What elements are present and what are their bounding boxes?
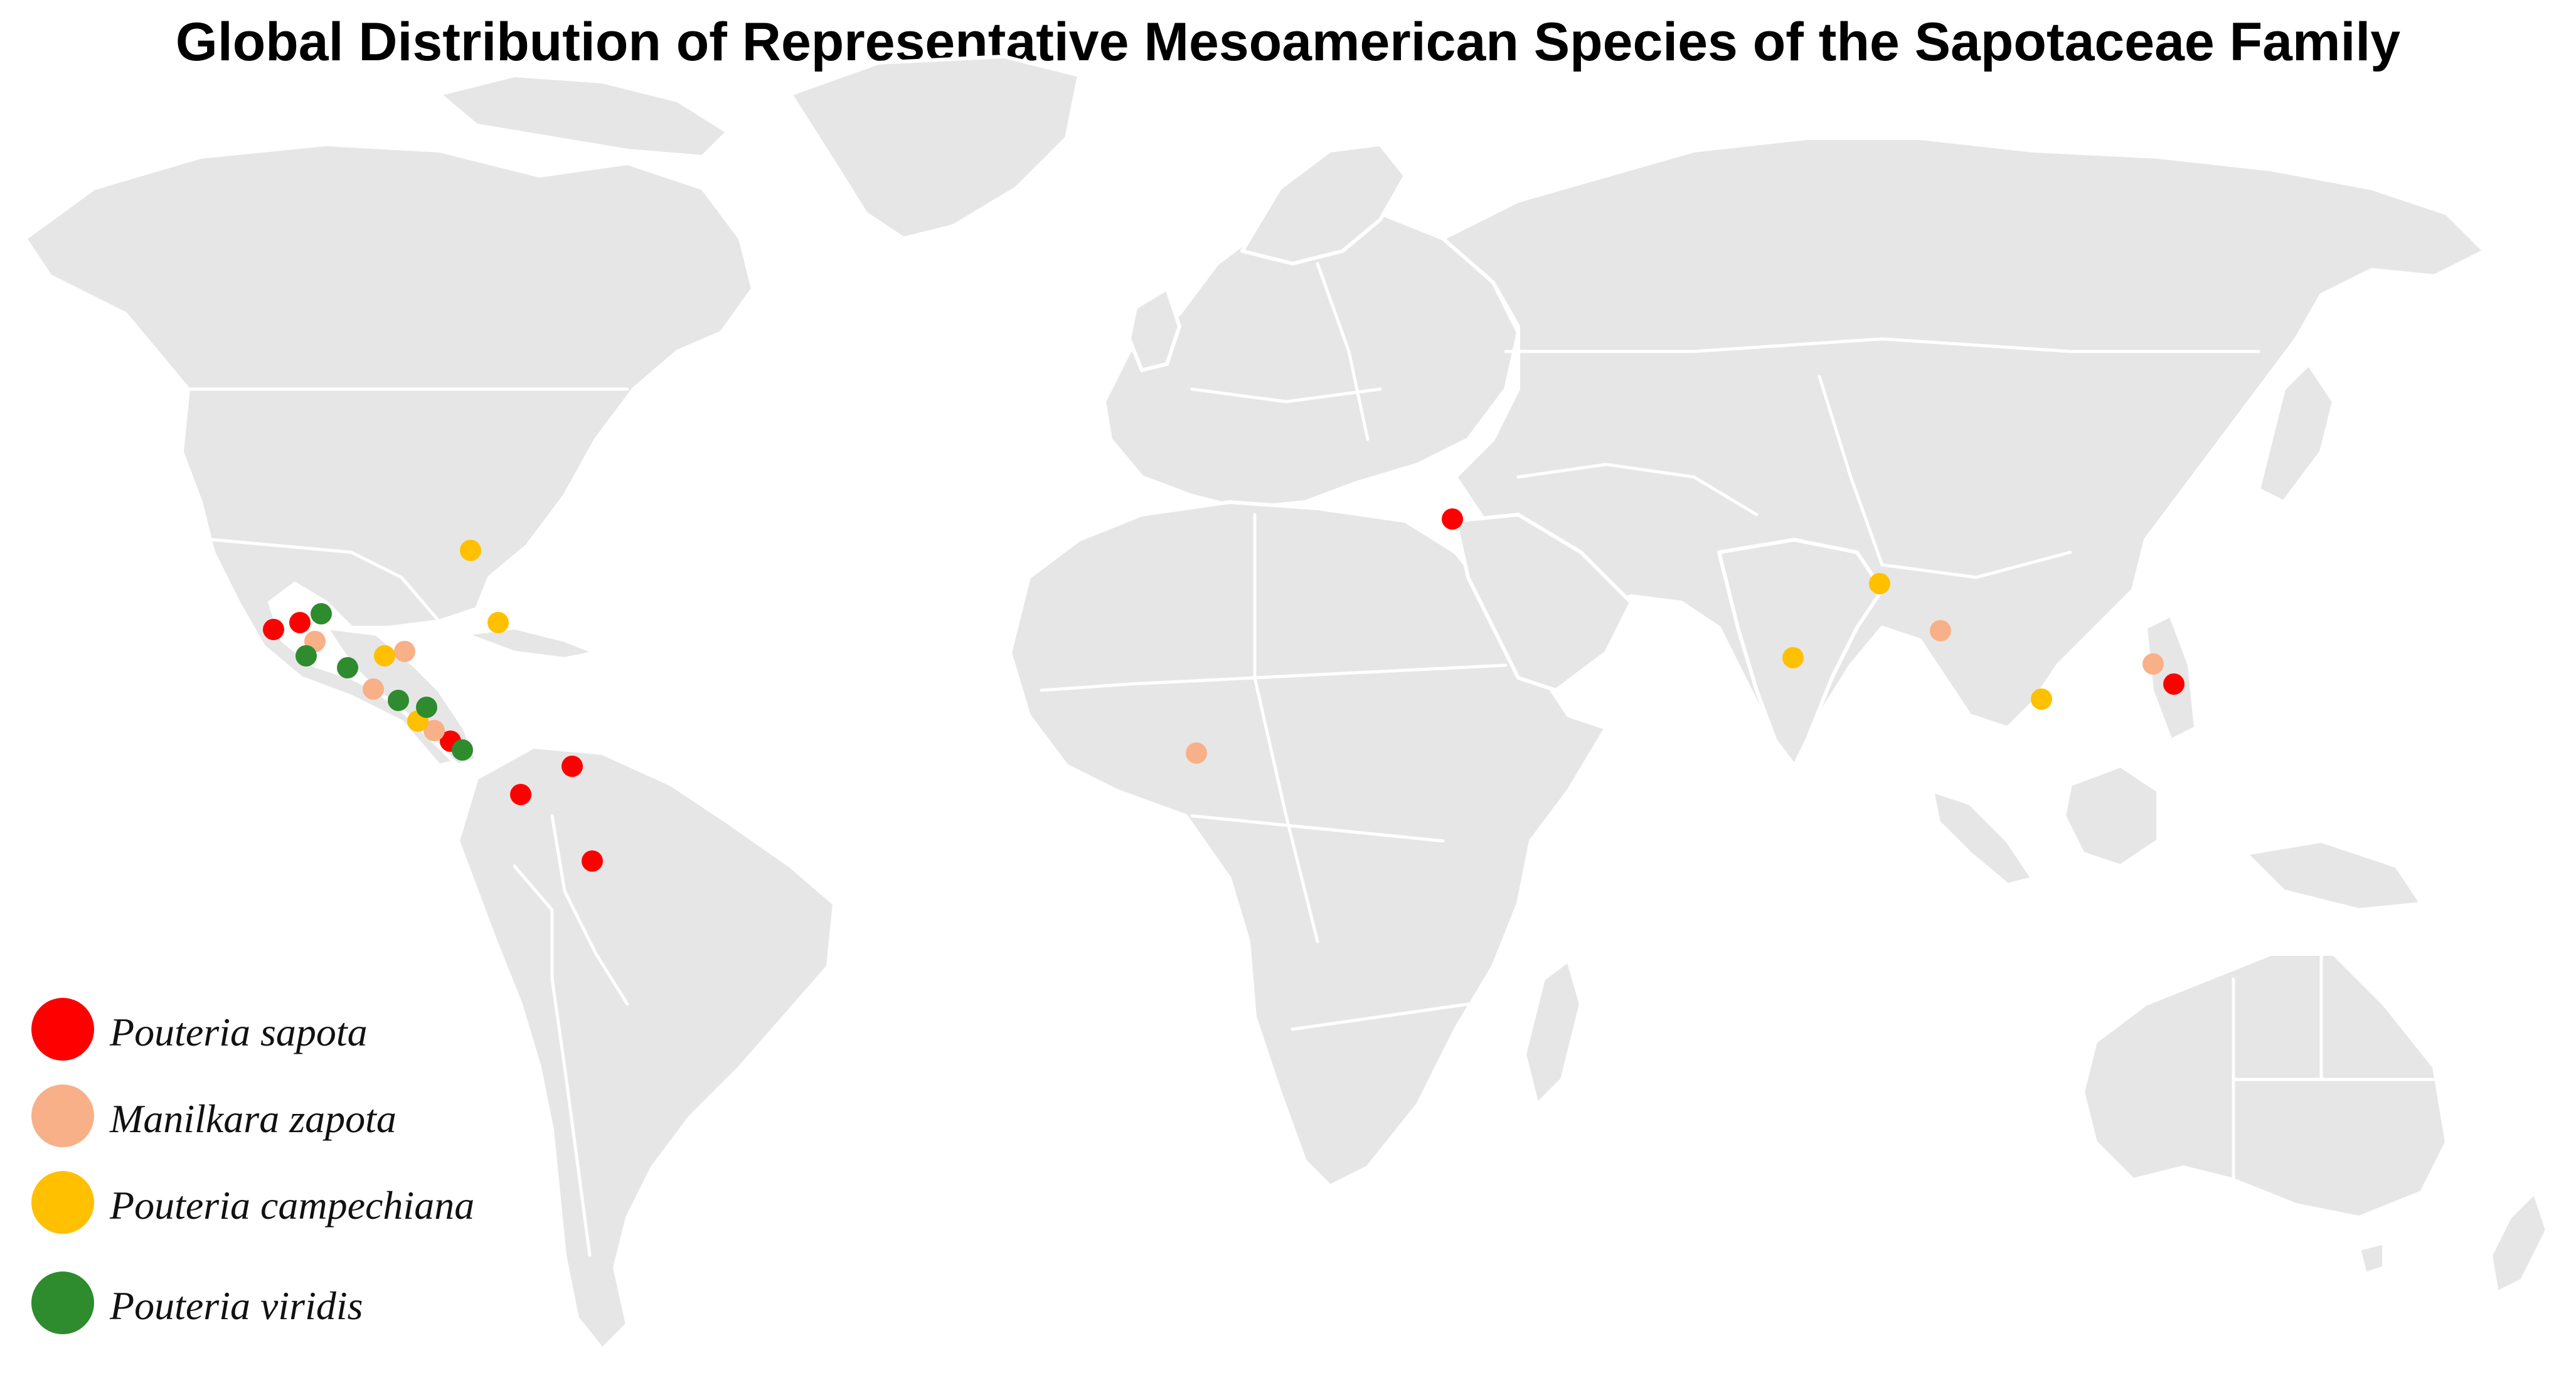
border-russia-south (1504, 337, 2260, 353)
landmasses (23, 55, 2549, 1351)
occurrence-marker-sapota (2163, 673, 2185, 695)
australia (2081, 952, 2449, 1219)
occurrence-marker-zapota (363, 678, 384, 700)
europe (1102, 205, 1520, 510)
occurrence-marker-campechiana (374, 645, 395, 666)
japan (2257, 362, 2336, 504)
occurrence-marker-campechiana (1782, 647, 1804, 668)
south-america (456, 745, 836, 1351)
occurrence-marker-sapota (582, 850, 603, 872)
africa (1008, 500, 1608, 1188)
legend-label: Manilkara zapota (110, 1096, 397, 1141)
occurrence-marker-zapota (1930, 620, 1951, 641)
occurrence-marker-zapota (1186, 742, 1207, 764)
legend-swatch-green-circle (31, 1271, 94, 1334)
occurrence-marker-viridis (337, 657, 358, 678)
occurrence-marker-viridis (452, 739, 473, 761)
occurrence-marker-sapota (289, 612, 311, 633)
occurrence-marker-zapota (394, 641, 415, 662)
occurrence-marker-campechiana (2031, 688, 2052, 710)
map-title: Global Distribution of Representative Me… (175, 12, 2401, 72)
legend-item-pouteria-campechiana: Pouteria campechiana (31, 1171, 596, 1240)
legend-label: Pouteria sapota (110, 1010, 368, 1054)
scandinavia (1240, 142, 1407, 265)
indonesia-sumatra (1930, 789, 2035, 887)
occurrence-marker-viridis (388, 690, 409, 711)
border-china-west (1818, 375, 1884, 567)
occurrence-marker-zapota (423, 720, 445, 741)
legend: Pouteria sapota Manilkara zapota Pouteri… (31, 998, 596, 1349)
legend-item-pouteria-viridis: Pouteria viridis (31, 1271, 596, 1341)
border-china-south (1880, 550, 2072, 579)
legend-swatch-yellow-circle (31, 1171, 94, 1234)
occurrence-marker-campechiana (487, 612, 509, 633)
arctic-islands (437, 73, 730, 159)
new-guinea (2244, 839, 2424, 912)
country-borders (186, 262, 2449, 1257)
occurrence-marker-sapota (1442, 508, 1463, 530)
occurrence-marker-viridis (416, 697, 437, 718)
occurrence-marker-campechiana (1869, 573, 1890, 594)
border-africa-ns (1253, 513, 1319, 943)
cuba (462, 626, 598, 661)
occurrence-marker-sapota (510, 784, 531, 805)
tasmania (2357, 1241, 2386, 1276)
legend-item-manilkara-zapota: Manilkara zapota (31, 1084, 596, 1153)
border-argentina-chile (563, 1065, 592, 1257)
border-brazil-west (550, 814, 629, 1006)
occurrence-points (263, 508, 2185, 872)
occurrence-marker-campechiana (460, 540, 481, 561)
legend-swatch-peach-circle (31, 1084, 94, 1147)
border-central-africa (1190, 814, 1445, 843)
border-andes (513, 864, 567, 1069)
legend-item-pouteria-sapota: Pouteria sapota (31, 998, 596, 1067)
indonesia-borneo (2062, 764, 2160, 868)
border-southern-africa (1291, 1002, 1470, 1031)
occurrence-marker-sapota (263, 619, 284, 640)
occurrence-marker-viridis (295, 645, 317, 666)
legend-label: Pouteria campechiana (110, 1183, 475, 1228)
arabian-peninsula (1454, 513, 1633, 692)
british-isles (1127, 287, 1181, 372)
asia (1441, 136, 2486, 755)
border-europe-east (1316, 262, 1370, 441)
legend-swatch-red-circle (31, 998, 94, 1061)
greenland (789, 55, 1081, 240)
border-europe-west (1190, 387, 1382, 404)
legend-label: Pouteria viridis (110, 1283, 363, 1328)
north-america (23, 142, 755, 768)
occurrence-marker-sapota (562, 756, 583, 777)
border-us-mexico (211, 538, 441, 623)
occurrence-marker-zapota (2142, 653, 2164, 675)
madagascar (1523, 958, 1583, 1106)
new-zealand (2489, 1191, 2549, 1295)
border-australia-states (2232, 952, 2449, 1182)
occurrence-marker-viridis (311, 603, 332, 624)
border-middle-east (1516, 463, 1759, 517)
